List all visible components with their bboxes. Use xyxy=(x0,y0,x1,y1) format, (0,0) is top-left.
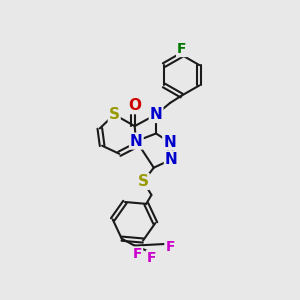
Text: S: S xyxy=(109,107,120,122)
Text: F: F xyxy=(165,240,175,254)
Text: F: F xyxy=(177,42,186,56)
Text: N: N xyxy=(150,107,163,122)
Text: O: O xyxy=(128,98,141,113)
Text: N: N xyxy=(163,135,176,150)
Text: N: N xyxy=(130,134,143,148)
Text: F: F xyxy=(147,251,156,265)
Text: N: N xyxy=(165,152,178,167)
Text: F: F xyxy=(133,247,142,261)
Text: S: S xyxy=(138,174,149,189)
